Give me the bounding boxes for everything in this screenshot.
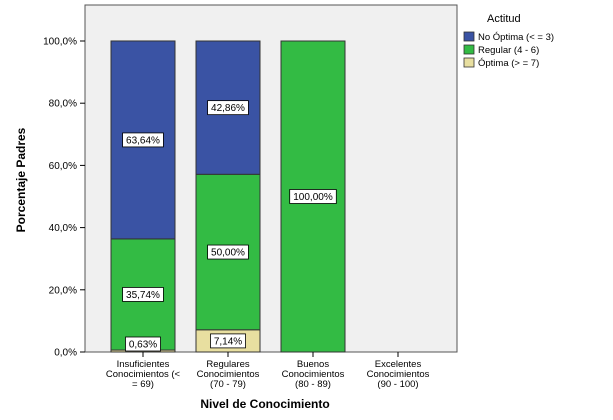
x-axis-title: Nivel de Conocimiento bbox=[200, 397, 329, 411]
data-label-box bbox=[122, 287, 164, 302]
data-label: 50,00% bbox=[211, 248, 245, 259]
data-label: 7,14% bbox=[214, 336, 242, 347]
data-label: 42,86% bbox=[211, 103, 245, 114]
x-category-label: Insuficientes Conocimientos (< = 69) bbox=[106, 359, 181, 390]
legend-entry: Regular (4 - 6) bbox=[478, 45, 539, 56]
data-label: 63,64% bbox=[126, 135, 160, 146]
x-category-label: Buenos Conocimientos (80 - 89) bbox=[282, 359, 345, 390]
y-axis: 0,0% 20,0% 40,0% 60,0% 80,0% 100,0% bbox=[43, 37, 85, 359]
y-tick-label: 0,0% bbox=[54, 348, 77, 359]
x-category-label: Regulares Conocimientos (70 - 79) bbox=[197, 359, 260, 390]
legend-title: Actitud bbox=[487, 13, 521, 25]
data-label-box bbox=[125, 336, 161, 352]
data-label-box bbox=[122, 132, 164, 148]
legend-swatch bbox=[463, 31, 475, 42]
data-label: 35,74% bbox=[126, 290, 160, 301]
data-label-box bbox=[207, 244, 249, 260]
data-label-box bbox=[210, 333, 246, 349]
legend-entry: No Óptima (< = 3) bbox=[478, 32, 554, 43]
data-labels-group: 0,63% 7,14% 35,74% 50,00% 100,00% 63,64% 42,86… bbox=[122, 100, 337, 352]
legend: Actitud No Óptima (< = 3) Regular (4 - 6)… bbox=[463, 13, 554, 69]
legend-entry: Óptima (> = 7) bbox=[478, 58, 539, 69]
data-label: 0,63% bbox=[129, 340, 157, 351]
x-category-label: Excelentes Conocimientos (90 - 100) bbox=[367, 359, 430, 390]
y-tick-label: 40,0% bbox=[49, 223, 77, 234]
bar-segment bbox=[195, 40, 261, 175]
data-label: 100,00% bbox=[293, 192, 333, 203]
legend-swatch bbox=[463, 57, 475, 68]
legend-swatch bbox=[463, 44, 475, 55]
y-tick-label: 100,0% bbox=[43, 37, 77, 48]
x-axis: Insuficientes Conocimientos (< = 69) Regula… bbox=[106, 352, 430, 390]
y-tick-label: 80,0% bbox=[49, 99, 77, 110]
y-tick-label: 60,0% bbox=[49, 161, 77, 172]
data-label-box bbox=[289, 189, 337, 204]
bar-segment bbox=[110, 238, 176, 351]
data-label-box bbox=[207, 100, 249, 116]
y-axis-title: Porcentaje Padres bbox=[14, 127, 28, 232]
y-tick-label: 20,0% bbox=[49, 285, 77, 296]
